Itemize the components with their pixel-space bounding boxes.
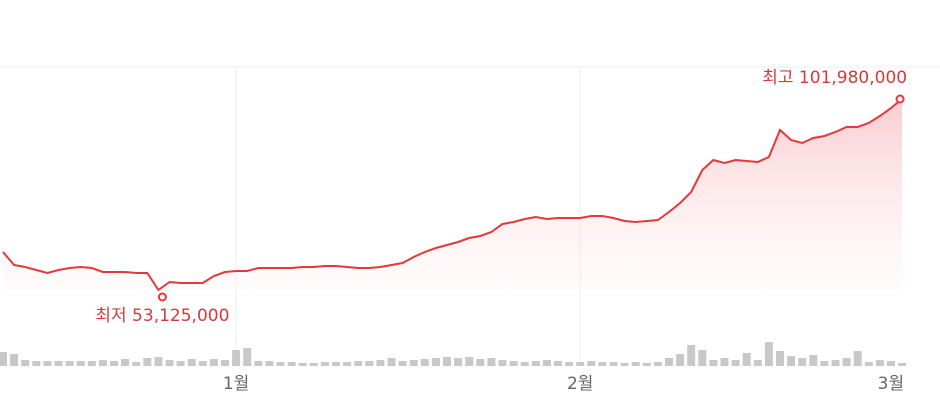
volume-bar: [454, 358, 463, 366]
volume-bar: [620, 363, 629, 366]
volume-bar: [565, 362, 574, 366]
volume-bar: [687, 345, 696, 366]
price-line: [2, 98, 903, 292]
volume-bar: [420, 359, 429, 366]
volume-bar: [309, 363, 318, 366]
x-tick-label: 3월: [878, 374, 904, 394]
volume-bar: [209, 359, 218, 366]
volume-bar: [476, 359, 485, 366]
volume-bar: [698, 350, 707, 366]
volume-bar: [32, 361, 41, 366]
volume-bar: [776, 351, 784, 366]
volume-bar: [598, 362, 607, 366]
volume-bar: [287, 362, 296, 366]
volume-bar: [631, 362, 640, 366]
x-tick-label: 2월: [567, 374, 593, 394]
volume-bar: [642, 363, 651, 366]
volume-bar: [76, 361, 85, 366]
volume-bar: [354, 361, 363, 366]
volume-bar: [609, 362, 618, 366]
volume-bar: [809, 355, 818, 366]
volume-bar: [798, 358, 807, 366]
volume-bar: [21, 360, 30, 366]
volume-bar: [132, 362, 141, 366]
volume-bar: [831, 360, 840, 366]
volume-bar: [409, 360, 418, 366]
volume-bar: [276, 362, 285, 366]
volume-bar: [875, 360, 884, 366]
volume-bar: [332, 362, 340, 366]
volume-bar: [520, 362, 529, 366]
volume-bar: [65, 361, 74, 366]
high-marker: [895, 94, 905, 104]
volume-bar: [43, 361, 52, 366]
volume-bar: [576, 362, 585, 366]
volume-bar: [498, 360, 507, 366]
volume-bar: [554, 361, 562, 366]
volume-bar: [653, 362, 662, 366]
price-area: [3, 99, 903, 290]
volume-bar: [121, 359, 130, 366]
volume-bar: [864, 362, 873, 366]
volume-bar: [720, 358, 729, 366]
volume-bar: [431, 358, 440, 366]
volume-bar: [298, 363, 307, 366]
volume-bar: [320, 362, 329, 366]
volume-bar: [587, 361, 596, 366]
low-marker: [157, 292, 167, 302]
volume-bar: [398, 361, 407, 366]
volume-bar: [853, 351, 862, 366]
volume-bar: [198, 361, 207, 366]
volume-bar: [531, 361, 540, 366]
volume-bar: [787, 356, 796, 366]
volume-bar: [842, 358, 851, 366]
volume-bar: [110, 361, 118, 366]
x-tick-label: 1월: [223, 374, 249, 394]
volume-bar: [143, 358, 152, 366]
low-label: 최저 53,125,000: [95, 306, 229, 326]
volume-bar: [154, 357, 163, 366]
volume-bar: [10, 354, 19, 366]
volume-bar: [365, 361, 374, 366]
volume-bar: [87, 361, 96, 366]
volume-bar: [243, 348, 252, 366]
volume-bar: [887, 361, 895, 366]
volume-bar: [764, 342, 773, 366]
volume-bar: [376, 360, 385, 366]
volume-bar: [98, 360, 107, 366]
volume-bar: [487, 358, 496, 366]
volume-bar: [742, 353, 751, 366]
volume-bar: [165, 360, 174, 366]
volume-bar: [509, 361, 518, 366]
volume-bar: [465, 357, 474, 366]
volume-bar: [443, 357, 451, 366]
volume-bar: [542, 360, 551, 366]
volume-bar: [820, 361, 829, 366]
volume-bar: [221, 360, 229, 366]
volume-bar: [232, 350, 241, 366]
volume-bar: [54, 361, 63, 366]
volume-bar: [753, 360, 762, 366]
volume-bar: [709, 360, 718, 366]
volume-bar: [665, 358, 673, 366]
volume-bar: [254, 361, 263, 366]
high-label: 최고 101,980,000: [762, 68, 907, 88]
volume-bar: [387, 358, 396, 366]
volume-bar: [731, 360, 740, 366]
volume-bar: [898, 363, 907, 366]
volume-bar: [0, 352, 7, 366]
volume-bar: [187, 359, 196, 366]
volume-bar: [265, 361, 274, 366]
volume-bar: [176, 361, 185, 366]
volume-bar: [343, 362, 352, 366]
volume-bar: [676, 354, 685, 366]
